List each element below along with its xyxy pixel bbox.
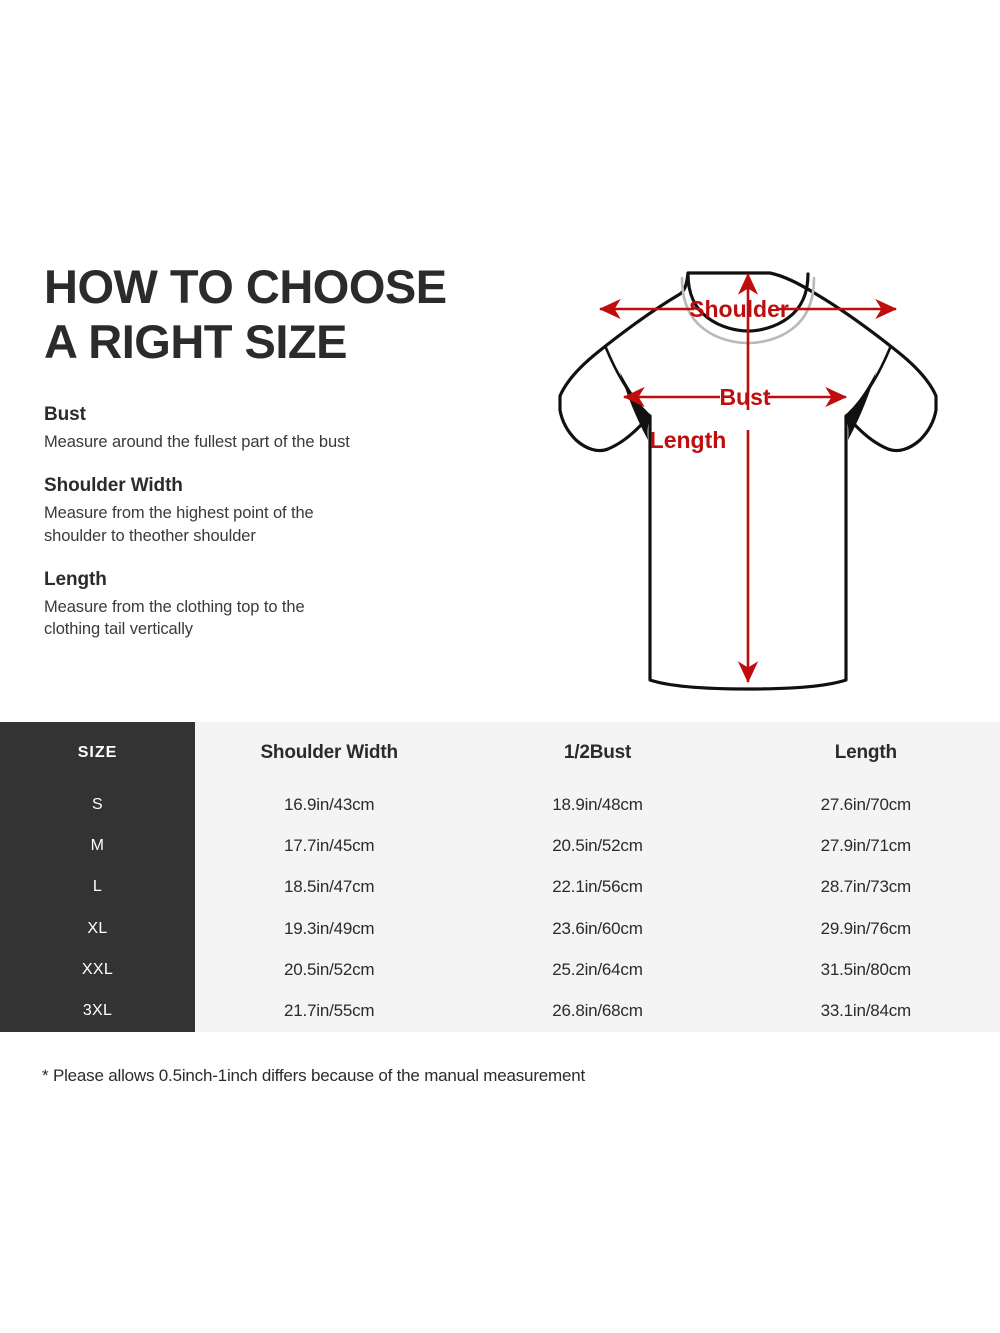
cell-length-3xl: 33.1in/84cm [820, 1001, 912, 1021]
table-row: 16.9in/43cm 18.9in/48cm 27.6in/70cm [195, 784, 1000, 825]
right-underarm-wedge [845, 372, 876, 440]
shoulder-label: Shoulder [689, 296, 789, 322]
page-title-line-1: HOW TO CHOOSE [44, 260, 447, 313]
tshirt-measurement-diagram: Shoulder Bust Length [498, 250, 998, 700]
size-value-m: M [90, 836, 105, 854]
size-value-xxl: XXL [81, 960, 114, 978]
cell-bust-l: 22.1in/56cm [552, 877, 643, 897]
column-header-half-bust: 1/2Bust [563, 742, 632, 763]
spec-shoulder-width: Shoulder Width Measure from the highest … [44, 475, 494, 547]
size-cell-row-3xl: 3XL [0, 991, 195, 1032]
size-value-l: L [92, 878, 103, 896]
cell-bust-xxl: 25.2in/64cm [552, 959, 643, 979]
cell-bust-s: 18.9in/48cm [552, 794, 643, 814]
size-table-measurement-columns: Shoulder Width 1/2Bust Length 16.9in/43c… [195, 722, 1000, 1032]
length-label: Length [650, 427, 727, 453]
measurement-disclaimer: * Please allows 0.5inch-1inch differs be… [42, 1066, 586, 1085]
size-cell-row-l: L [0, 867, 195, 908]
size-value-3xl: 3XL [82, 1002, 113, 1020]
spec-shoulder-width-term: Shoulder Width [44, 475, 183, 497]
column-header-length: Length [834, 742, 897, 763]
cell-length-m: 27.9in/71cm [820, 835, 912, 855]
size-value-s: S [92, 795, 103, 813]
spec-length-desc-line-1: Measure from the clothing top to the [44, 597, 305, 616]
size-table-size-column: SIZE S M L XL XXL 3XL [0, 722, 195, 1032]
page-title: HOW TO CHOOSE A RIGHT SIZE [44, 260, 494, 370]
cell-shoulder-m: 17.7in/45cm [283, 835, 375, 855]
size-column-header: SIZE [77, 744, 118, 761]
cell-length-s: 27.6in/70cm [820, 794, 912, 814]
bust-label: Bust [719, 384, 770, 410]
cell-shoulder-l: 18.5in/47cm [283, 877, 375, 897]
measurement-instructions: HOW TO CHOOSE A RIGHT SIZE Bust Measure … [44, 260, 494, 662]
table-row: 18.5in/47cm 22.1in/56cm 28.7in/73cm [195, 867, 1000, 908]
top-info-section: HOW TO CHOOSE A RIGHT SIZE Bust Measure … [44, 250, 998, 700]
spec-shoulder-width-desc-line-2: shoulder to theother shoulder [44, 526, 256, 545]
cell-length-l: 28.7in/73cm [820, 877, 912, 897]
table-row: 17.7in/45cm 20.5in/52cm 27.9in/71cm [195, 825, 1000, 866]
spec-length-description: Measure from the clothing top to the clo… [44, 596, 494, 641]
size-table-header-row: Shoulder Width 1/2Bust Length [195, 722, 1000, 784]
page-title-line-2: A RIGHT SIZE [44, 314, 348, 368]
size-cell-row-xl: XL [0, 908, 195, 949]
cell-bust-3xl: 26.8in/68cm [552, 1001, 643, 1021]
spec-bust-term: Bust [44, 403, 86, 425]
size-table-size-header-row: SIZE [0, 722, 195, 784]
tshirt-diagram-svg: Shoulder Bust Length [558, 271, 938, 691]
table-row: 20.5in/52cm 25.2in/64cm 31.5in/80cm [195, 949, 1000, 990]
cell-shoulder-3xl: 21.7in/55cm [283, 1001, 375, 1021]
spec-bust-description: Measure around the fullest part of the b… [44, 432, 350, 451]
spec-shoulder-width-description: Measure from the highest point of the sh… [44, 502, 494, 547]
table-row: 21.7in/55cm 26.8in/68cm 33.1in/84cm [195, 991, 1000, 1032]
measurement-annotations-group: Shoulder Bust Length [598, 272, 898, 684]
spec-shoulder-width-desc-line-1: Measure from the highest point of the [44, 504, 314, 523]
cell-shoulder-s: 16.9in/43cm [283, 794, 375, 814]
cell-length-xxl: 31.5in/80cm [820, 959, 912, 979]
size-cell-row-m: M [0, 825, 195, 866]
spec-bust: Bust Measure around the fullest part of … [44, 404, 494, 453]
size-cell-row-s: S [0, 784, 195, 825]
cell-bust-xl: 23.6in/60cm [552, 918, 643, 938]
cell-bust-m: 20.5in/52cm [552, 835, 643, 855]
spec-length-desc-line-2: clothing tail vertically [44, 620, 193, 639]
cell-length-xl: 29.9in/76cm [820, 918, 912, 938]
size-table: SIZE S M L XL XXL 3XL Shoulder Widt [0, 722, 1000, 1032]
cell-shoulder-xl: 19.3in/49cm [283, 918, 375, 938]
size-cell-row-xxl: XXL [0, 949, 195, 990]
table-row: 19.3in/49cm 23.6in/60cm 29.9in/76cm [195, 908, 1000, 949]
spec-length-term: Length [44, 568, 107, 590]
spec-length: Length Measure from the clothing top to … [44, 569, 494, 641]
cell-shoulder-xxl: 20.5in/52cm [283, 959, 375, 979]
column-header-shoulder-width: Shoulder Width [260, 742, 398, 763]
size-value-xl: XL [87, 919, 108, 937]
